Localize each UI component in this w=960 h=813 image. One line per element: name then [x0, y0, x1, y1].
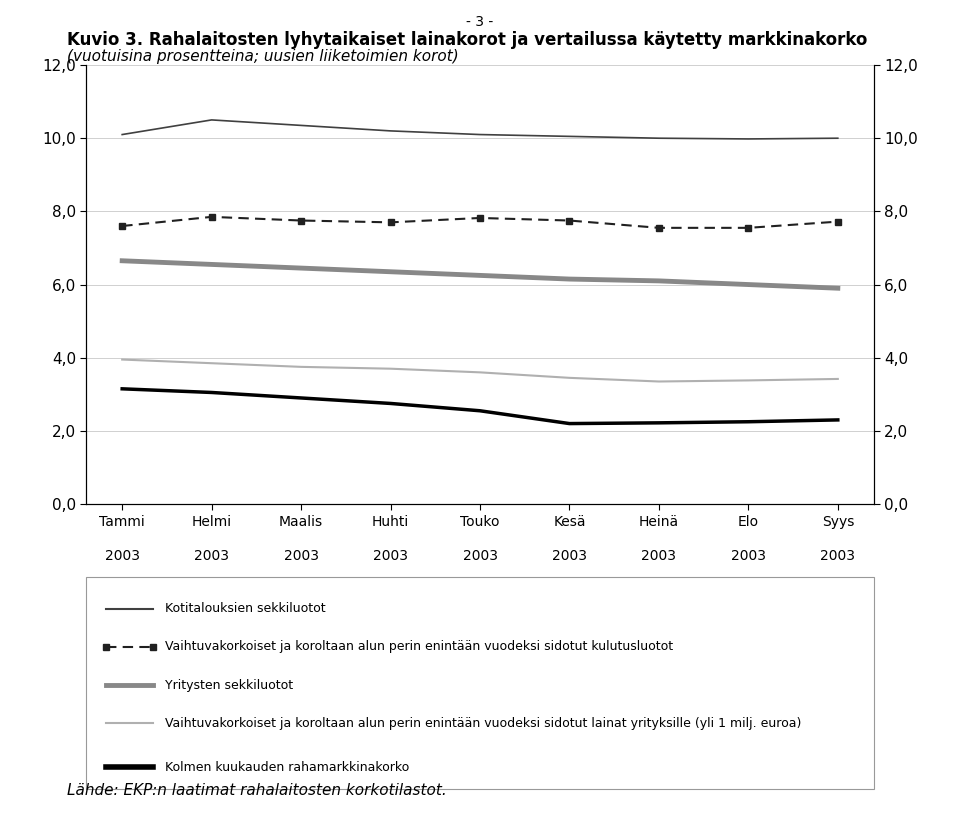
Text: Lähde: EKP:n laatimat rahalaitosten korkotilastot.: Lähde: EKP:n laatimat rahalaitosten kork… — [67, 784, 447, 798]
Text: 2003: 2003 — [731, 549, 766, 563]
Text: 2003: 2003 — [373, 549, 408, 563]
Text: - 3 -: - 3 - — [467, 15, 493, 28]
Text: Vaihtuvakorkoiset ja koroltaan alun perin enintään vuodeksi sidotut lainat yrity: Vaihtuvakorkoiset ja koroltaan alun peri… — [165, 716, 802, 729]
Text: Kotitalouksien sekkiluotot: Kotitalouksien sekkiluotot — [165, 602, 325, 615]
Text: Vaihtuvakorkoiset ja koroltaan alun perin enintään vuodeksi sidotut kulutusluoto: Vaihtuvakorkoiset ja koroltaan alun peri… — [165, 641, 673, 654]
Text: Kuvio 3. Rahalaitosten lyhytaikaiset lainakorot ja vertailussa käytetty markkina: Kuvio 3. Rahalaitosten lyhytaikaiset lai… — [67, 31, 868, 49]
Text: 2003: 2003 — [463, 549, 497, 563]
Text: Yritysten sekkiluotot: Yritysten sekkiluotot — [165, 679, 293, 692]
Text: (vuotuisina prosentteina; uusien liiketoimien korot): (vuotuisina prosentteina; uusien liiketo… — [67, 49, 459, 63]
Text: 2003: 2003 — [194, 549, 229, 563]
Text: 2003: 2003 — [283, 549, 319, 563]
Text: 2003: 2003 — [105, 549, 140, 563]
Text: 2003: 2003 — [641, 549, 677, 563]
Text: 2003: 2003 — [552, 549, 587, 563]
Text: Kolmen kuukauden rahamarkkinakorko: Kolmen kuukauden rahamarkkinakorko — [165, 761, 409, 774]
Text: 2003: 2003 — [820, 549, 855, 563]
